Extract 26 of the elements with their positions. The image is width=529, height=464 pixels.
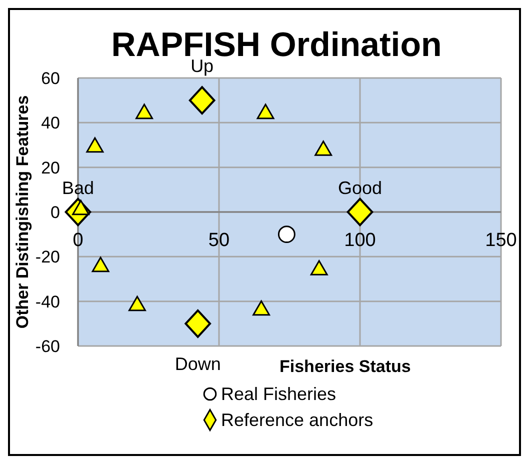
point [92,256,110,272]
y-tick-label: 20 [41,158,60,178]
x-tick-label: 50 [208,230,230,251]
point [310,260,328,276]
annotation: Down [174,354,221,374]
y-tick-label: -20 [35,248,60,267]
annotation: Bad [62,178,94,198]
y-tick-label: -60 [35,337,60,356]
x-tick-label: 100 [344,230,376,251]
y-tick-label: 60 [41,69,60,88]
point [314,140,332,156]
annotation: Good [338,178,382,198]
y-tick-label: 40 [41,114,60,133]
legend-label: Reference anchors [221,410,374,430]
y-axis-title: Other Distingishing Features [13,95,32,329]
point [252,300,270,316]
y-tick-label: -40 [35,292,60,312]
x-axis-title: Fisheries Status [280,357,411,376]
point [256,104,274,120]
point [136,104,153,120]
point [86,137,104,153]
x-tick-label: 150 [485,230,517,251]
legend-label: Real Fisheries [221,384,336,404]
x-tick-label: 0 [72,230,84,251]
y-tick-label: 0 [50,203,60,222]
point [128,296,146,312]
